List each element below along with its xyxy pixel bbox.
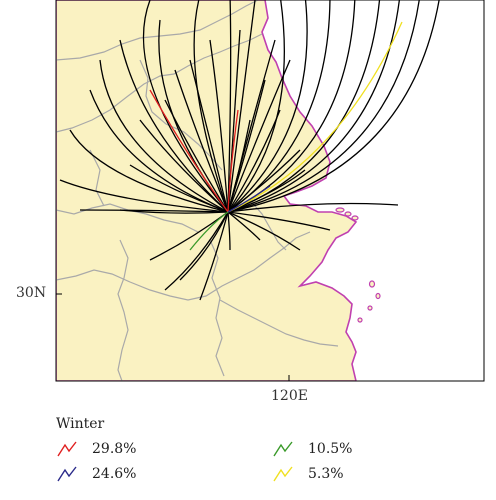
legend-swatch-icon [273, 441, 293, 457]
trajectory-line [227, 202, 399, 213]
trajectory-line [119, 39, 229, 213]
cluster-mean-line [149, 89, 229, 213]
legend-item: 24.6% [56, 465, 136, 483]
trajectory-line [227, 0, 285, 213]
legend-label: 24.6% [92, 466, 137, 482]
trajectory-line [227, 0, 440, 213]
trajectory-line [142, 0, 229, 213]
trajectory-line [129, 164, 229, 213]
trajectory-line [69, 129, 229, 213]
trajectory-line [227, 0, 308, 213]
legend-swatch-icon [57, 441, 77, 457]
legend-item: 29.8% [56, 440, 136, 458]
trajectory-line [89, 89, 229, 213]
trajectory-line [179, 211, 229, 281]
legend-label: 5.3% [308, 466, 344, 482]
trajectory-line [227, 211, 301, 251]
province-borders [56, 0, 339, 381]
lon-label: 120E [271, 388, 308, 404]
map-canvas [55, 0, 485, 382]
cluster-mean-line [227, 21, 403, 213]
trajectory-line [227, 211, 231, 251]
trajectory-line [189, 59, 229, 213]
lat-label: 30N [16, 285, 47, 301]
legend-label: 29.8% [92, 441, 137, 457]
trajectory-line [164, 211, 229, 291]
trajectory-map: 30N 120E [16, 0, 485, 404]
trajectory-line [139, 119, 229, 213]
trajectory-line [227, 39, 276, 213]
legend-label: 10.5% [308, 441, 353, 457]
trajectory-line [199, 211, 229, 301]
trajectory-line [227, 0, 381, 213]
trajectory-line [227, 0, 420, 213]
legend-item: 5.3% [272, 465, 344, 483]
trajectory-line [59, 179, 229, 213]
legend-swatch-icon [57, 466, 77, 482]
legend-title: Winter [56, 416, 105, 432]
cluster-mean-line [227, 109, 239, 213]
cluster-mean-line [227, 185, 271, 213]
cluster-mean-line [189, 211, 229, 251]
islands [335, 207, 381, 323]
trajectory-line [119, 209, 229, 214]
trajectory-line [227, 0, 400, 213]
trajectory-line [164, 99, 229, 213]
back-trajectories [59, 0, 440, 301]
trajectory-line [174, 69, 229, 213]
legend-item: 10.5% [272, 440, 352, 458]
trajectory-line [227, 211, 261, 241]
legend-swatch-icon [273, 466, 293, 482]
trajectory-line [227, 0, 232, 213]
trajectory-line [227, 211, 331, 231]
map-frame-border [55, 0, 485, 382]
trajectory-line [99, 59, 229, 213]
trajectory-line [227, 0, 331, 213]
trajectory-line [79, 209, 229, 213]
legend: Winter 29.8% 24.6% 10.5% 5.3% [0, 410, 496, 500]
trajectory-line [209, 39, 229, 213]
trajectory-line [227, 0, 256, 213]
